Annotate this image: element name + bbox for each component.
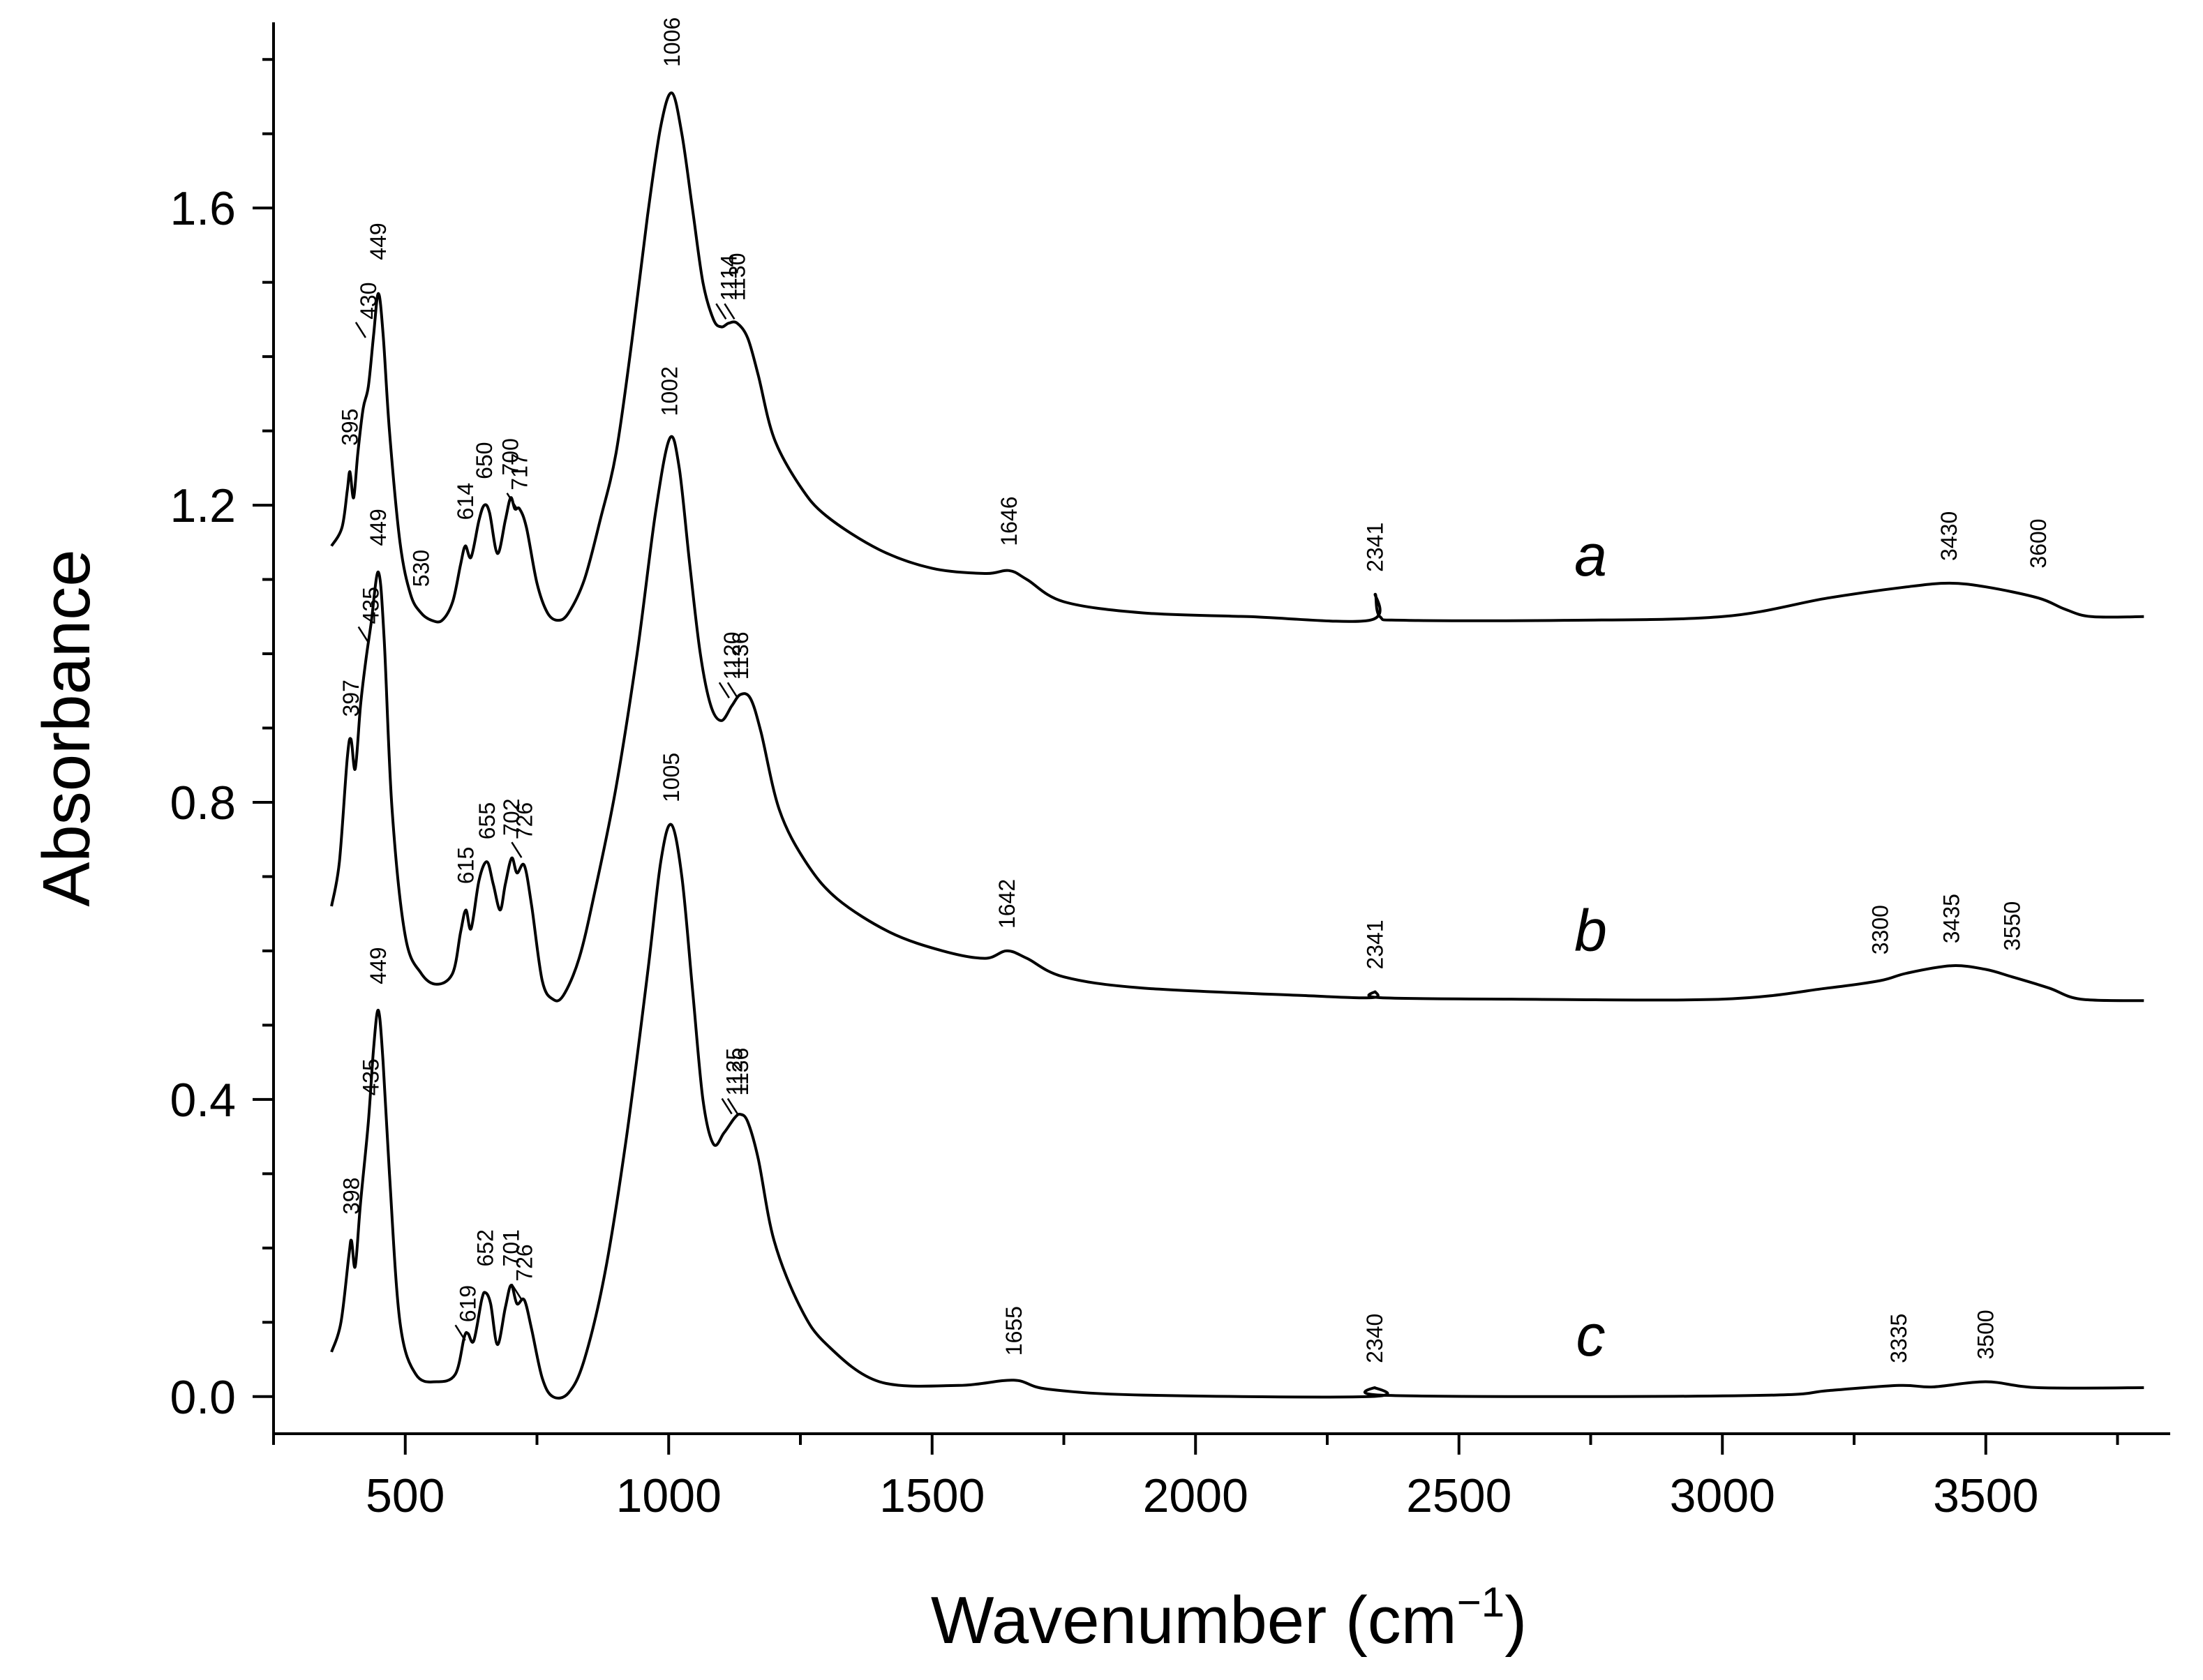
peak-label-b-449: 449 [366, 509, 391, 546]
tick-labels: 500 1000 1500 2000 2500 3000 3500 0.0 0.4 0.8 1.2 1… [170, 182, 2038, 1522]
peak-label-a-530: 530 [408, 550, 433, 587]
peak-label-b-1002: 1002 [657, 366, 682, 416]
peak-leader-line [354, 322, 366, 338]
y-tick-label: 1.6 [170, 182, 236, 235]
peak-label-a-2341: 2341 [1363, 523, 1388, 572]
peak-leader-line [724, 303, 735, 320]
peak-label-a-3430: 3430 [1936, 511, 1962, 561]
peak-label-b-726: 726 [511, 802, 537, 839]
peak-label-c-3500: 3500 [1973, 1310, 1999, 1359]
peak-label-c-398: 398 [339, 1178, 364, 1215]
peak-leader-line [357, 626, 369, 643]
peak-label-c-652: 652 [473, 1229, 498, 1266]
series-label-c: c [1576, 1303, 1606, 1368]
peak-label-a-650: 650 [472, 442, 497, 479]
peak-label-a-3600: 3600 [2026, 518, 2051, 568]
y-tick-label: 0.8 [170, 777, 236, 830]
peak-label-c-701: 701 [499, 1229, 524, 1266]
axes [272, 22, 2170, 1435]
x-axis-title-main: Wavenumber (cm [931, 1583, 1457, 1658]
x-tick-label: 3500 [1933, 1469, 2038, 1522]
x-tick-label: 1000 [616, 1469, 722, 1522]
peak-leader-line [726, 682, 738, 698]
peak-label-c-726: 726 [511, 1244, 537, 1281]
ticks [253, 58, 2119, 1455]
y-axis-title: Absorbance [29, 549, 104, 906]
x-tick-label: 3000 [1670, 1469, 1775, 1522]
peak-label-a-614: 614 [453, 483, 478, 520]
peak-leader-line [715, 303, 727, 320]
spectrum-c [330, 823, 2144, 1400]
peak-label-b-615: 615 [454, 847, 479, 884]
peak-leader-line [721, 1097, 733, 1115]
x-axis-title: Wavenumber (cm−1) [931, 1579, 1527, 1658]
peak-label-a-700: 700 [498, 438, 523, 475]
peak-label-a-1006: 1006 [659, 17, 685, 67]
series-label-b: b [1574, 898, 1607, 963]
peak-label-a-717: 717 [507, 453, 532, 490]
peak-leader-line [511, 1284, 523, 1300]
peak-leader-line [726, 1097, 738, 1115]
peak-label-a-1114: 1114 [716, 255, 741, 301]
spectrum-b [330, 435, 2144, 1003]
peak-label-c-1655: 1655 [1001, 1306, 1026, 1356]
y-tick-label: 0.4 [170, 1074, 236, 1127]
peak-leader-line [511, 841, 523, 858]
peak-label-c-435: 435 [359, 1058, 384, 1095]
peak-label-a-395: 395 [337, 409, 362, 446]
peak-label-a-449: 449 [366, 223, 391, 260]
peak-label-a-1130: 1130 [724, 253, 749, 301]
peak-label-c-449: 449 [366, 947, 391, 984]
peak-label-c-2340: 2340 [1362, 1314, 1387, 1363]
peak-label-c-1125: 1125 [722, 1048, 747, 1096]
peak-label-b-1642: 1642 [994, 879, 1020, 929]
peak-leader-line [506, 493, 518, 509]
peak-label-b-655: 655 [475, 802, 500, 839]
x-tick-label: 1500 [879, 1469, 985, 1522]
peak-label-c-619: 619 [456, 1285, 481, 1322]
peak-leader-line [454, 1324, 466, 1341]
y-tick-label: 1.2 [170, 479, 236, 532]
peak-label-c-3335: 3335 [1886, 1314, 1911, 1363]
peak-label-b-3300: 3300 [1868, 905, 1893, 954]
peak-label-b-3435: 3435 [1939, 894, 1964, 943]
peak-label-b-1120: 1120 [719, 631, 745, 680]
x-tick-label: 2000 [1143, 1469, 1248, 1522]
x-tick-label: 2500 [1406, 1469, 1511, 1522]
peak-label-c-1005: 1005 [659, 753, 684, 802]
peak-label-a-1646: 1646 [996, 496, 1022, 546]
x-axis-title-superscript: −1 [1457, 1579, 1504, 1626]
peak-label-b-702: 702 [499, 798, 524, 835]
peak-label-c-1136: 1136 [728, 1048, 753, 1096]
peak-label-a-430: 430 [356, 283, 381, 320]
series-label-a: a [1574, 523, 1607, 588]
spectra [330, 91, 2144, 1400]
spectrum-a [330, 91, 2144, 624]
peak-label-b-1136: 1136 [728, 631, 753, 680]
x-axis-title-suffix: ) [1504, 1583, 1527, 1658]
x-tick-label: 500 [366, 1469, 445, 1522]
peak-leader-line [718, 682, 730, 698]
peak-label-b-3550: 3550 [2000, 901, 2025, 951]
series-labels: a b c [1574, 523, 1607, 1368]
peak-label-b-2341: 2341 [1363, 920, 1388, 969]
y-tick-label: 0.0 [170, 1371, 236, 1424]
peak-label-b-435: 435 [359, 587, 384, 624]
peak-label-b-397: 397 [338, 680, 364, 717]
